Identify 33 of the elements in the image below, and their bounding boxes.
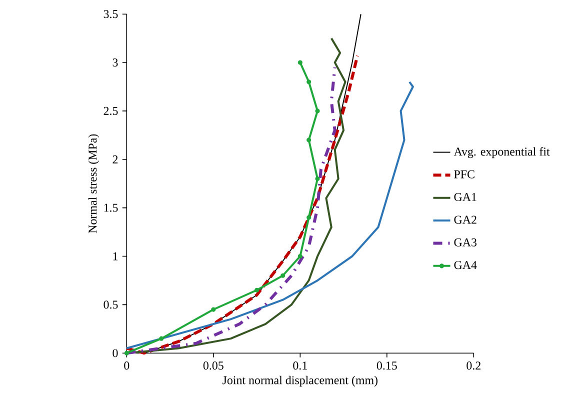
x-tick-label: 0.05 xyxy=(203,362,224,370)
y-tick-label: 2 xyxy=(112,155,118,164)
y-axis-title: Normal stress (MPa) xyxy=(88,134,100,234)
legend-label: GA1 xyxy=(454,192,476,202)
x-tick-label: 0.1 xyxy=(293,362,307,370)
point xyxy=(280,273,286,278)
point xyxy=(306,138,312,142)
point xyxy=(306,80,312,84)
y-tick-label: 1.5 xyxy=(104,204,118,212)
legend-label: Avg. exponential fit xyxy=(454,147,550,158)
legend-label: GA2 xyxy=(454,216,476,224)
y-tick-label: 0.5 xyxy=(104,300,118,309)
point xyxy=(315,176,320,182)
y-tick-label: 2.5 xyxy=(104,106,118,116)
y-tick-label: 1 xyxy=(113,252,118,260)
point xyxy=(298,60,302,65)
point xyxy=(315,108,320,114)
point xyxy=(298,254,302,259)
point xyxy=(124,350,129,356)
legend-label: GA4 xyxy=(454,261,477,270)
x-tick-label: 0.2 xyxy=(466,362,480,370)
y-tick-label: 0 xyxy=(112,349,118,358)
y-tick-label: 3 xyxy=(112,58,118,67)
y-tick-label: 3.5 xyxy=(104,10,118,18)
point xyxy=(254,288,260,292)
x-axis-title: Joint normal displacement (mm) xyxy=(222,376,378,387)
x-tick-label: 0 xyxy=(124,362,130,370)
legend-label: PFC xyxy=(454,170,474,178)
point xyxy=(159,336,164,341)
point xyxy=(211,307,216,312)
x-tick-label: 0.15 xyxy=(376,362,397,370)
legend-label: GA3 xyxy=(454,238,477,246)
point xyxy=(306,215,312,220)
